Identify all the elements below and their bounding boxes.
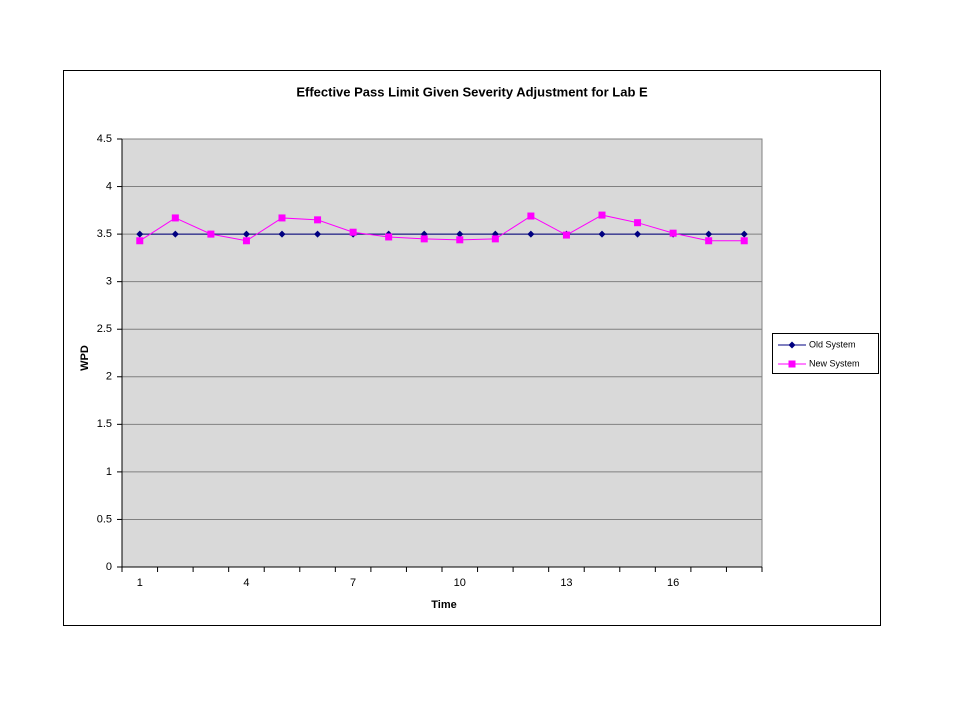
data-point xyxy=(598,230,606,238)
x-tick-label: 1 xyxy=(137,577,143,589)
data-point xyxy=(207,230,215,238)
data-point xyxy=(634,230,642,238)
data-point xyxy=(171,230,179,238)
data-point xyxy=(740,230,748,238)
data-point xyxy=(527,230,535,238)
data-point xyxy=(278,214,286,222)
data-point xyxy=(491,235,499,243)
data-point xyxy=(314,230,322,238)
data-point xyxy=(634,219,642,227)
x-tick-label: 7 xyxy=(350,577,356,589)
data-point xyxy=(385,233,393,241)
data-point xyxy=(562,231,570,239)
legend-marker xyxy=(788,360,796,368)
data-point xyxy=(349,228,357,236)
data-point xyxy=(456,236,464,244)
y-tick-label: 3.5 xyxy=(97,228,112,240)
data-point xyxy=(705,230,713,238)
legend-marker xyxy=(788,341,796,349)
legend-label: Old System xyxy=(809,339,856,349)
data-point xyxy=(527,212,535,220)
x-tick-label: 13 xyxy=(560,577,572,589)
chart-title: Effective Pass Limit Given Severity Adju… xyxy=(296,84,648,99)
y-tick-label: 2 xyxy=(106,371,112,383)
x-tick-label: 4 xyxy=(243,577,249,589)
data-point xyxy=(242,237,250,245)
data-point xyxy=(136,230,144,238)
data-point xyxy=(669,229,677,237)
y-axis-label: WPD xyxy=(79,345,91,371)
y-tick-label: 0 xyxy=(106,561,112,573)
data-point xyxy=(456,230,464,238)
y-tick-label: 4.5 xyxy=(97,133,112,145)
series-line xyxy=(139,214,745,242)
plot-area xyxy=(121,138,763,568)
x-axis-label: Time xyxy=(431,599,456,611)
y-tick-label: 0.5 xyxy=(97,513,112,525)
data-point xyxy=(136,237,144,245)
data-point xyxy=(598,211,606,219)
x-tick-label: 10 xyxy=(454,577,466,589)
data-point xyxy=(705,237,713,245)
data-point xyxy=(314,216,322,224)
data-point xyxy=(278,230,286,238)
data-point xyxy=(242,230,250,238)
y-tick-label: 3 xyxy=(106,276,112,288)
y-tick-label: 4 xyxy=(106,180,112,192)
legend-label: New System xyxy=(809,358,860,368)
data-point xyxy=(171,214,179,222)
x-tick-label: 16 xyxy=(667,577,679,589)
data-point xyxy=(740,237,748,245)
y-tick-label: 1.5 xyxy=(97,418,112,430)
data-point xyxy=(420,235,428,243)
y-tick-label: 2.5 xyxy=(97,323,112,335)
y-tick-label: 1 xyxy=(106,466,112,478)
